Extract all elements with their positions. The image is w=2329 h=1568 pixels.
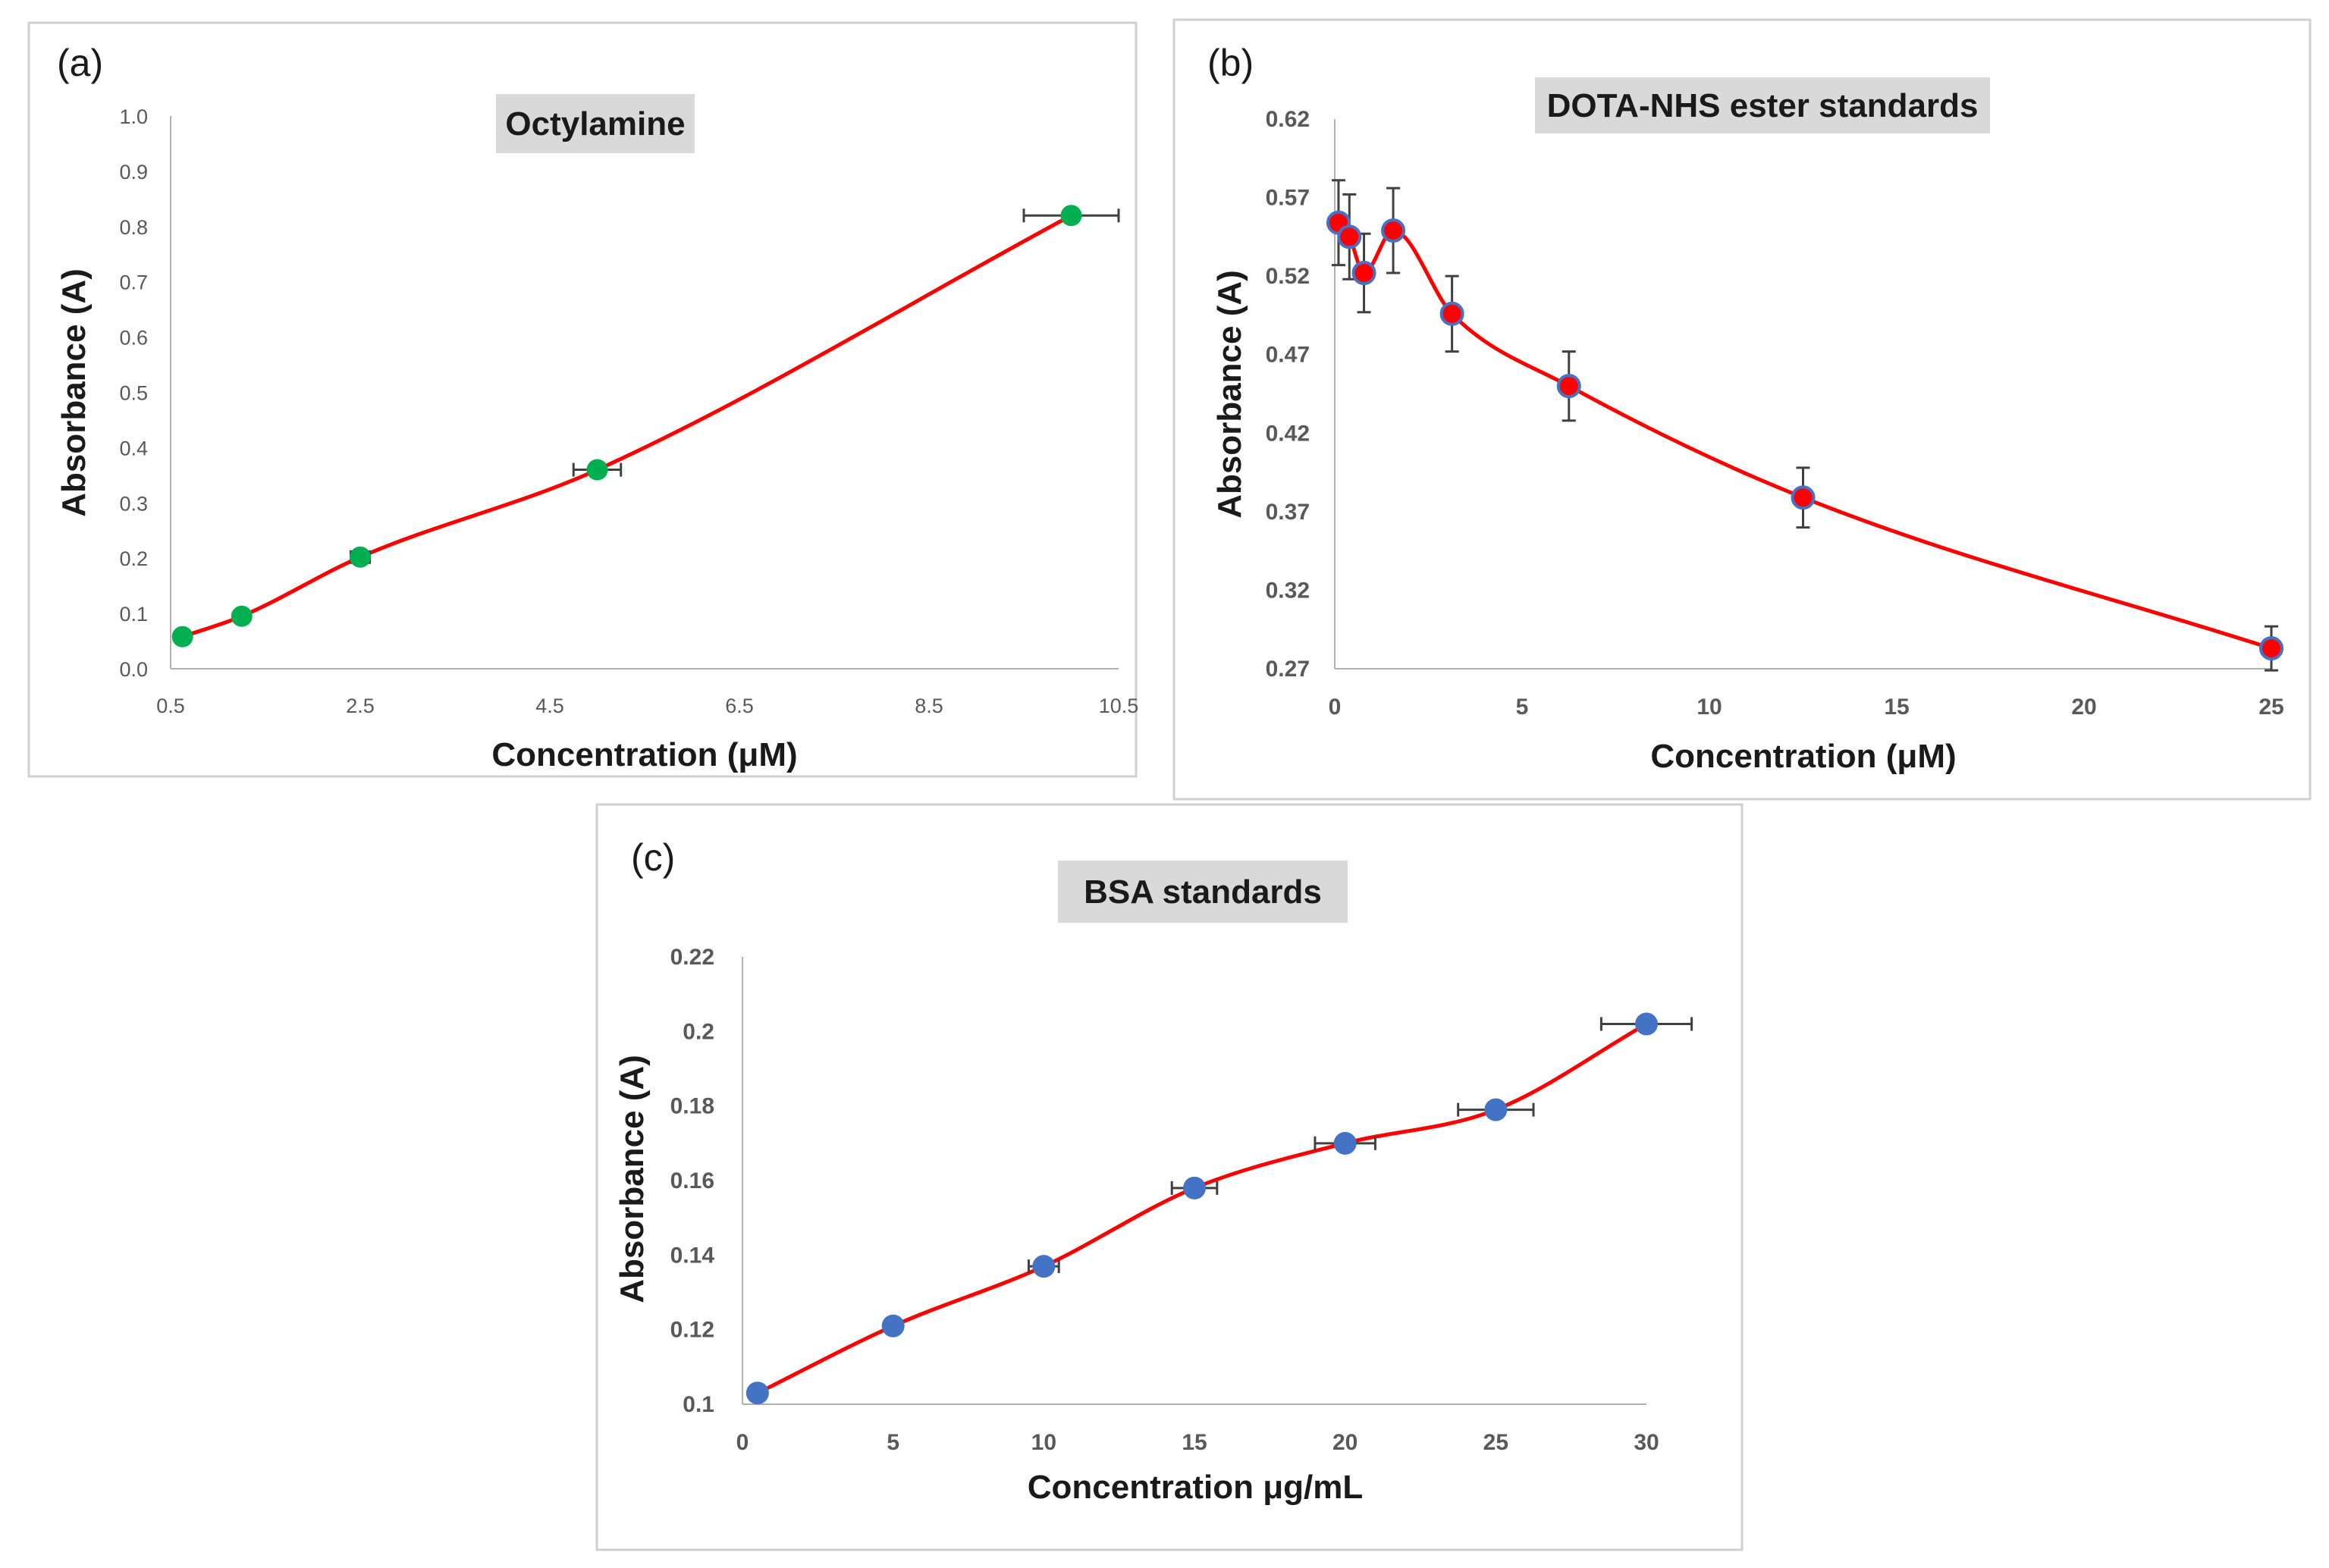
y-tick-label: 0.22 <box>670 945 714 970</box>
data-point <box>1484 1098 1508 1121</box>
panel-a: (a) Octylamine 0.0 0.1 0.2 0.3 0.4 0.5 0.6 0.7 0.8… <box>27 21 1139 778</box>
panel-label: (a) <box>57 42 103 84</box>
y-tick-label: 0.0 <box>119 658 148 681</box>
y-axis-title: Absorbance (A) <box>55 268 93 517</box>
panel-frame <box>595 803 1744 1551</box>
y-tick-label: 0.37 <box>1266 500 1310 525</box>
y-tick-label: 0.9 <box>119 161 148 183</box>
x-tick-label: 6.5 <box>725 695 754 717</box>
y-tick-label: 0.47 <box>1266 343 1310 368</box>
chart-title-box <box>1058 861 1348 923</box>
data-point <box>171 626 193 648</box>
y-tick-label: 0.4 <box>119 437 148 459</box>
chart-title: Octylamine <box>505 105 685 143</box>
chart-title-box <box>496 94 695 153</box>
x-axis-title: Concentration (μM) <box>491 736 797 773</box>
data-point <box>881 1314 905 1338</box>
x-tick-label: 0.5 <box>156 695 185 717</box>
y-tick-label: 0.8 <box>119 216 148 239</box>
x-axis-title: Concentration (μM) <box>1650 738 1956 775</box>
y-tick-label: 0.1 <box>119 603 148 626</box>
x-axis-title: Concentration μg/mL <box>1028 1469 1363 1506</box>
data-point <box>231 605 253 627</box>
data-point <box>586 459 608 481</box>
y-tick-label: 0.2 <box>119 547 148 570</box>
y-tick-label: 0.57 <box>1266 186 1310 211</box>
y-tick-label: 0.18 <box>670 1094 714 1119</box>
data-point <box>1060 205 1082 227</box>
y-tick-label: 0.6 <box>119 327 148 350</box>
x-tick-label: 5 <box>1516 695 1529 720</box>
panel-label: (c) <box>631 836 675 879</box>
y-tick-label: 0.3 <box>119 492 148 515</box>
y-tick-label: 0.7 <box>119 271 148 294</box>
data-point <box>1337 224 1362 249</box>
panel-c: (c) BSA standards 0.1 0.12 0.14 0.16 0.18 0.2 0.… <box>595 803 1744 1551</box>
x-tick-label: 25 <box>2258 695 2283 720</box>
y-tick-label: 0.2 <box>683 1019 714 1044</box>
x-tick-label: 5 <box>887 1430 899 1455</box>
y-tick-label: 0.52 <box>1266 264 1310 289</box>
x-tick-label: 0 <box>1329 695 1342 720</box>
panel-frame <box>1172 18 2312 801</box>
y-tick-label: 0.32 <box>1266 578 1310 603</box>
y-tick-label: 0.5 <box>119 382 148 405</box>
chart-title: DOTA-NHS ester standards <box>1547 87 1979 124</box>
y-tick-label: 0.14 <box>670 1243 715 1268</box>
data-point <box>1791 485 1816 510</box>
data-point <box>745 1381 769 1405</box>
data-point <box>1635 1012 1658 1036</box>
data-point <box>1439 301 1464 326</box>
x-tick-label: 10 <box>1697 695 1722 720</box>
x-tick-label: 15 <box>1182 1430 1207 1455</box>
y-tick-label: 0.16 <box>670 1168 714 1193</box>
data-point <box>350 546 371 568</box>
x-tick-label: 20 <box>1332 1430 1358 1455</box>
data-point <box>1381 218 1406 243</box>
x-tick-label: 4.5 <box>535 695 564 717</box>
y-tick-label: 0.42 <box>1266 421 1310 446</box>
data-point <box>2259 636 2283 661</box>
y-tick-label: 1.0 <box>119 105 148 128</box>
data-point <box>1183 1176 1206 1200</box>
x-tick-label: 2.5 <box>346 695 375 717</box>
chart-title: BSA standards <box>1084 873 1322 911</box>
panel-b: (b) DOTA-NHS ester standards 0.27 0.32 0.37 0… <box>1172 18 2312 801</box>
x-tick-label: 25 <box>1483 1430 1508 1455</box>
x-tick-label: 20 <box>2071 695 2096 720</box>
y-tick-label: 0.1 <box>683 1392 714 1417</box>
x-tick-label: 10.5 <box>1099 695 1139 717</box>
data-point <box>1333 1131 1357 1155</box>
x-tick-label: 0 <box>736 1430 749 1455</box>
x-tick-label: 15 <box>1884 695 1909 720</box>
y-axis-title: Absorbance (A) <box>614 1055 651 1303</box>
chart-title-box <box>1535 77 1990 133</box>
y-tick-label: 0.12 <box>670 1318 714 1343</box>
y-tick-label: 0.62 <box>1266 107 1310 132</box>
data-point <box>1556 374 1581 399</box>
x-tick-label: 8.5 <box>915 695 943 717</box>
x-tick-label: 10 <box>1031 1430 1056 1455</box>
y-axis-title: Absorbance (A) <box>1211 270 1248 519</box>
panel-label: (b) <box>1207 42 1254 84</box>
x-tick-label: 30 <box>1634 1430 1659 1455</box>
data-point <box>1032 1255 1056 1278</box>
y-tick-label: 0.27 <box>1266 657 1310 682</box>
data-point <box>1351 261 1376 285</box>
